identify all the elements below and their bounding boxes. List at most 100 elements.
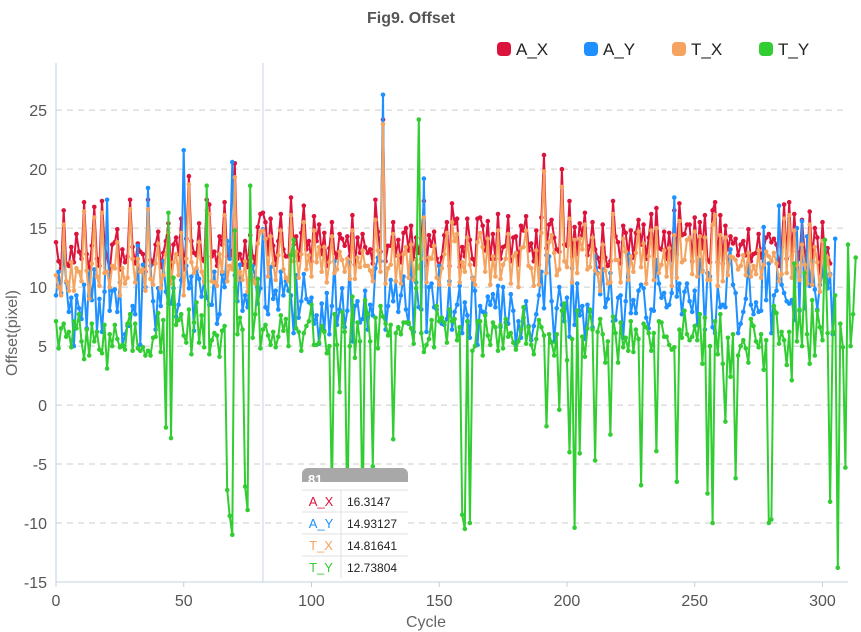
- data-point-a-x: [605, 263, 611, 269]
- data-point-t-y: [807, 361, 812, 367]
- data-point-a-x: [120, 247, 125, 252]
- data-point-a-y: [758, 308, 764, 314]
- data-point-a-x: [730, 241, 736, 246]
- data-point-t-x: [781, 216, 787, 221]
- data-point-t-y: [654, 448, 659, 454]
- data-point-t-y: [748, 316, 754, 322]
- data-point-t-x: [498, 276, 503, 282]
- data-point-t-x: [470, 276, 475, 282]
- data-point-t-y: [104, 366, 110, 371]
- data-point-t-y: [812, 353, 818, 358]
- data-point-t-x: [761, 262, 766, 268]
- data-point-t-y: [411, 341, 417, 347]
- data-point-a-y: [692, 288, 697, 294]
- data-point-a-x: [786, 199, 792, 205]
- data-point-t-x: [718, 232, 723, 238]
- data-point-t-y: [163, 425, 169, 430]
- data-point-t-y: [597, 316, 603, 322]
- data-point-a-x: [718, 212, 723, 218]
- data-point-a-x: [69, 244, 74, 250]
- data-point-t-y: [378, 303, 383, 309]
- data-point-t-x: [477, 230, 483, 236]
- data-point-a-y: [390, 299, 396, 304]
- data-point-t-y: [434, 303, 440, 309]
- data-point-t-y: [608, 432, 613, 437]
- data-point-t-y: [281, 328, 286, 334]
- data-point-t-y: [633, 327, 639, 332]
- data-point-a-x: [733, 236, 738, 242]
- data-point-t-x: [398, 281, 404, 286]
- data-point-a-y: [104, 197, 110, 203]
- data-point-a-x: [771, 236, 777, 242]
- data-point-t-x: [355, 255, 360, 260]
- data-point-a-y: [488, 302, 493, 308]
- data-point-a-x: [820, 219, 825, 225]
- data-point-t-y: [753, 339, 759, 344]
- data-point-t-y: [390, 437, 396, 442]
- data-point-t-y: [94, 329, 100, 335]
- data-point-t-y: [511, 340, 516, 345]
- data-point-t-y: [536, 317, 542, 323]
- data-point-t-y: [383, 321, 388, 327]
- data-point-t-y: [843, 465, 848, 470]
- data-point-t-y: [523, 341, 529, 347]
- data-point-t-x: [521, 244, 526, 250]
- x-tick-label: 100: [298, 593, 325, 610]
- data-point-a-y: [291, 330, 296, 336]
- data-point-t-y: [166, 210, 171, 216]
- data-point-a-x: [518, 223, 524, 229]
- data-point-t-y: [771, 303, 777, 309]
- data-point-t-x: [748, 274, 754, 279]
- data-point-t-x: [66, 288, 72, 294]
- data-point-a-y: [97, 296, 102, 302]
- data-point-a-y: [115, 309, 120, 315]
- data-point-a-x: [623, 230, 628, 236]
- data-point-a-y: [76, 306, 82, 311]
- data-point-a-y: [398, 293, 404, 298]
- data-point-a-y: [631, 297, 636, 303]
- data-point-t-y: [278, 313, 284, 318]
- data-point-a-x: [523, 214, 529, 219]
- data-point-a-y: [132, 311, 138, 317]
- data-point-t-y: [480, 353, 486, 358]
- data-point-t-x: [669, 283, 674, 289]
- data-point-t-x: [56, 284, 61, 290]
- data-point-a-y: [467, 335, 473, 341]
- series-line-a-x: [55, 118, 832, 274]
- data-point-t-x: [567, 216, 572, 221]
- data-point-t-x: [370, 278, 376, 284]
- data-point-t-y: [715, 352, 720, 357]
- data-point-t-y: [503, 316, 509, 322]
- x-axis-ticks: 0 50 100 150 200 250 300: [52, 582, 836, 610]
- data-point-t-x: [723, 235, 728, 240]
- data-point-t-y: [580, 334, 585, 340]
- data-point-a-y: [753, 300, 759, 305]
- data-point-t-x: [702, 235, 708, 240]
- data-point-a-x: [260, 210, 266, 216]
- data-point-t-y: [291, 237, 296, 243]
- data-point-a-y: [265, 311, 271, 317]
- data-point-t-y: [431, 345, 437, 350]
- data-point-a-y: [66, 309, 72, 315]
- data-point-t-y: [534, 336, 539, 342]
- data-point-t-y: [482, 313, 488, 318]
- data-point-a-y: [362, 288, 368, 294]
- data-point-t-y: [375, 346, 381, 351]
- data-point-a-x: [812, 225, 818, 231]
- data-point-a-y: [429, 281, 434, 286]
- data-point-t-y: [495, 348, 501, 354]
- data-point-t-x: [421, 215, 427, 220]
- data-point-t-y: [196, 340, 202, 345]
- data-point-t-x: [493, 274, 498, 279]
- data-point-t-y: [421, 349, 427, 355]
- data-point-a-x: [677, 201, 682, 206]
- data-point-t-y: [710, 520, 715, 526]
- data-point-a-x: [293, 234, 299, 239]
- data-point-t-y: [452, 316, 457, 322]
- data-point-t-y: [786, 329, 792, 335]
- series-group: [53, 92, 858, 571]
- data-point-t-y: [107, 332, 112, 337]
- data-point-t-y: [304, 323, 309, 329]
- data-point-a-y: [309, 295, 314, 301]
- data-point-t-y: [562, 301, 567, 306]
